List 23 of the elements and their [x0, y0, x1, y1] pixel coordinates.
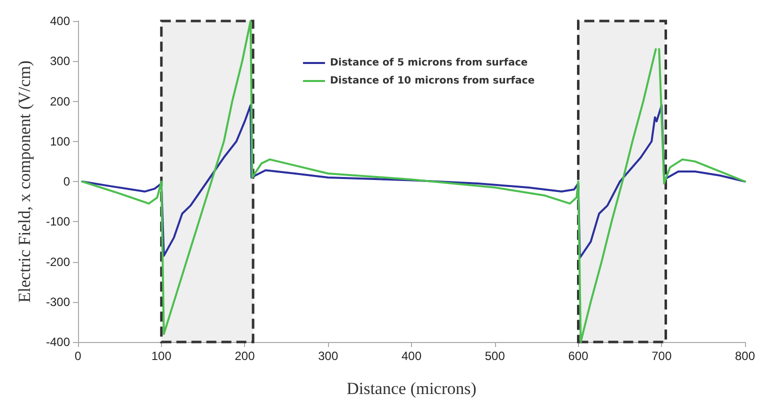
y-tick-label: -200 [46, 254, 70, 269]
x-tick-label: 600 [568, 349, 589, 363]
x-tick-label: 800 [734, 349, 756, 363]
x-axis-title: Distance (microns) [346, 379, 476, 398]
y-tick-label: 400 [50, 14, 70, 28]
legend-label: Distance of 10 microns from surface [330, 76, 535, 86]
x-tick-label: 700 [652, 349, 672, 363]
x-tick-label: 0 [74, 349, 82, 363]
x-tick-label: 500 [484, 349, 506, 363]
y-tick-label: 200 [50, 94, 70, 108]
y-tick-label: 300 [50, 54, 70, 68]
legend-label: Distance of 5 microns from surface [330, 58, 528, 68]
y-tick-label: -100 [46, 214, 70, 229]
x-tick-label: 400 [401, 349, 422, 363]
y-tick-label: 0 [63, 174, 70, 188]
line-series [81, 104, 746, 259]
x-tick-label: 300 [318, 349, 338, 363]
y-tick-label: -300 [46, 294, 70, 309]
y-tick-label: -400 [46, 335, 70, 349]
x-tick-label: 100 [151, 349, 172, 363]
y-axis-title: Electric Field, x component (V/cm) [15, 60, 34, 303]
x-tick-label: 200 [234, 349, 256, 363]
y-tick-label: 100 [50, 134, 70, 148]
